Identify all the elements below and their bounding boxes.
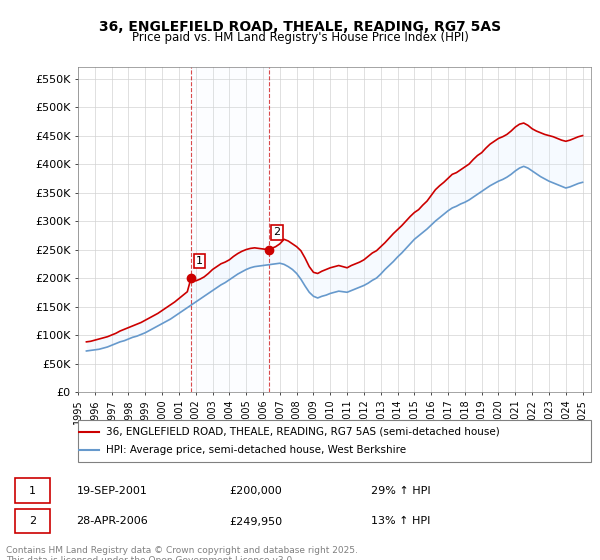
FancyBboxPatch shape: [15, 478, 50, 503]
Text: 1: 1: [196, 256, 203, 266]
FancyBboxPatch shape: [78, 420, 591, 462]
Text: 13% ↑ HPI: 13% ↑ HPI: [371, 516, 430, 526]
Text: Contains HM Land Registry data © Crown copyright and database right 2025.
This d: Contains HM Land Registry data © Crown c…: [6, 546, 358, 560]
Text: £200,000: £200,000: [229, 486, 282, 496]
Text: 19-SEP-2001: 19-SEP-2001: [77, 486, 148, 496]
Text: 28-APR-2006: 28-APR-2006: [77, 516, 148, 526]
Text: 36, ENGLEFIELD ROAD, THEALE, READING, RG7 5AS (semi-detached house): 36, ENGLEFIELD ROAD, THEALE, READING, RG…: [106, 427, 500, 437]
Text: 2: 2: [29, 516, 36, 526]
Text: £249,950: £249,950: [229, 516, 283, 526]
Bar: [191, 67, 269, 392]
Text: 36, ENGLEFIELD ROAD, THEALE, READING, RG7 5AS: 36, ENGLEFIELD ROAD, THEALE, READING, RG…: [99, 20, 501, 34]
Text: HPI: Average price, semi-detached house, West Berkshire: HPI: Average price, semi-detached house,…: [106, 445, 406, 455]
Text: 29% ↑ HPI: 29% ↑ HPI: [371, 486, 430, 496]
Text: 1: 1: [29, 486, 36, 496]
Text: Price paid vs. HM Land Registry's House Price Index (HPI): Price paid vs. HM Land Registry's House …: [131, 31, 469, 44]
Text: 2: 2: [274, 227, 281, 237]
FancyBboxPatch shape: [15, 508, 50, 533]
